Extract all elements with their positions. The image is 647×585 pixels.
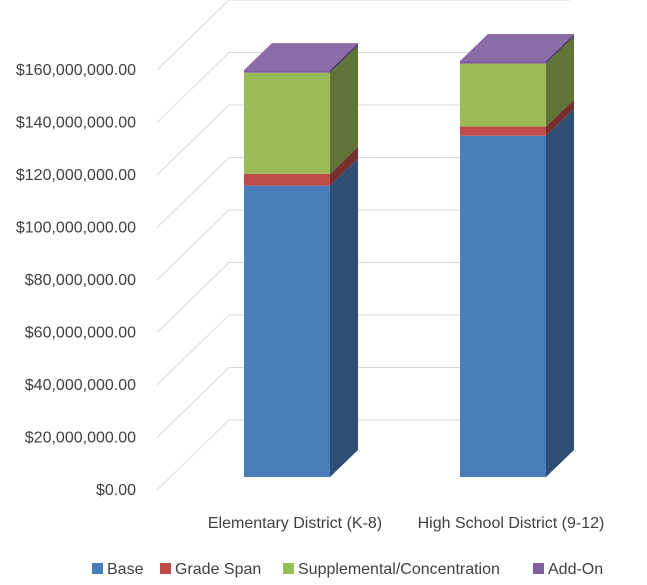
legend-label: Supplemental/Concentration — [298, 561, 500, 578]
bar-segment-side — [546, 108, 574, 477]
gridline — [156, 262, 570, 333]
bar-segment-side — [546, 33, 574, 64]
bar-segment-side — [330, 158, 358, 477]
bar-segment-side — [546, 99, 574, 136]
gridline — [156, 104, 570, 176]
gridline — [156, 0, 570, 71]
bars — [244, 33, 574, 477]
y-axis: $0.00 $20,000,000.00 $40,000,000.00 $60,000… — [16, 62, 136, 499]
bar-segment-front — [460, 126, 546, 136]
gridline — [156, 52, 570, 123]
y-tick-label: $100,000,000.00 — [16, 220, 136, 237]
bar-segment-front — [244, 72, 330, 174]
y-tick-label: $20,000,000.00 — [25, 430, 136, 447]
bar-segment-side — [330, 146, 358, 186]
y-tick-label: $140,000,000.00 — [16, 115, 136, 132]
y-tick-label: $0.00 — [96, 482, 136, 499]
bar-segment-front — [460, 135, 546, 477]
legend: Base Grade Span Supplemental/Concentration… — [92, 561, 603, 578]
y-tick-label: $80,000,000.00 — [25, 272, 136, 289]
gridline — [156, 209, 570, 281]
x-axis: Elementary District (K-8) High School Dis… — [208, 515, 604, 532]
legend-swatch — [92, 563, 103, 574]
bar-segment-front — [244, 70, 330, 73]
legend-swatch — [533, 563, 544, 574]
bar-segment-front — [244, 173, 330, 186]
gridline — [156, 314, 570, 386]
y-tick-label: $160,000,000.00 — [16, 62, 136, 79]
x-category-label: High School District (9-12) — [418, 515, 605, 532]
y-tick-label: $60,000,000.00 — [25, 325, 136, 342]
bar-segment-side — [330, 43, 358, 73]
gridline — [156, 367, 570, 438]
bar-segment-side — [546, 36, 574, 127]
bar-segment-front — [244, 185, 330, 477]
legend-swatch — [160, 563, 171, 574]
gridlines — [156, 0, 570, 491]
gridline — [156, 157, 570, 228]
legend-label: Grade Span — [175, 561, 261, 578]
y-tick-label: $40,000,000.00 — [25, 377, 136, 394]
bar-top — [460, 33, 574, 61]
x-category-label: Elementary District (K-8) — [208, 515, 382, 532]
legend-swatch — [283, 563, 294, 574]
legend-label: Base — [107, 561, 144, 578]
bar-top — [244, 43, 358, 71]
bar-segment-front — [460, 60, 546, 64]
bar-segment-front — [460, 63, 546, 127]
gridline — [156, 419, 570, 491]
y-tick-label: $120,000,000.00 — [16, 167, 136, 184]
bar-segment-side — [330, 45, 358, 174]
legend-label: Add-On — [548, 561, 603, 578]
